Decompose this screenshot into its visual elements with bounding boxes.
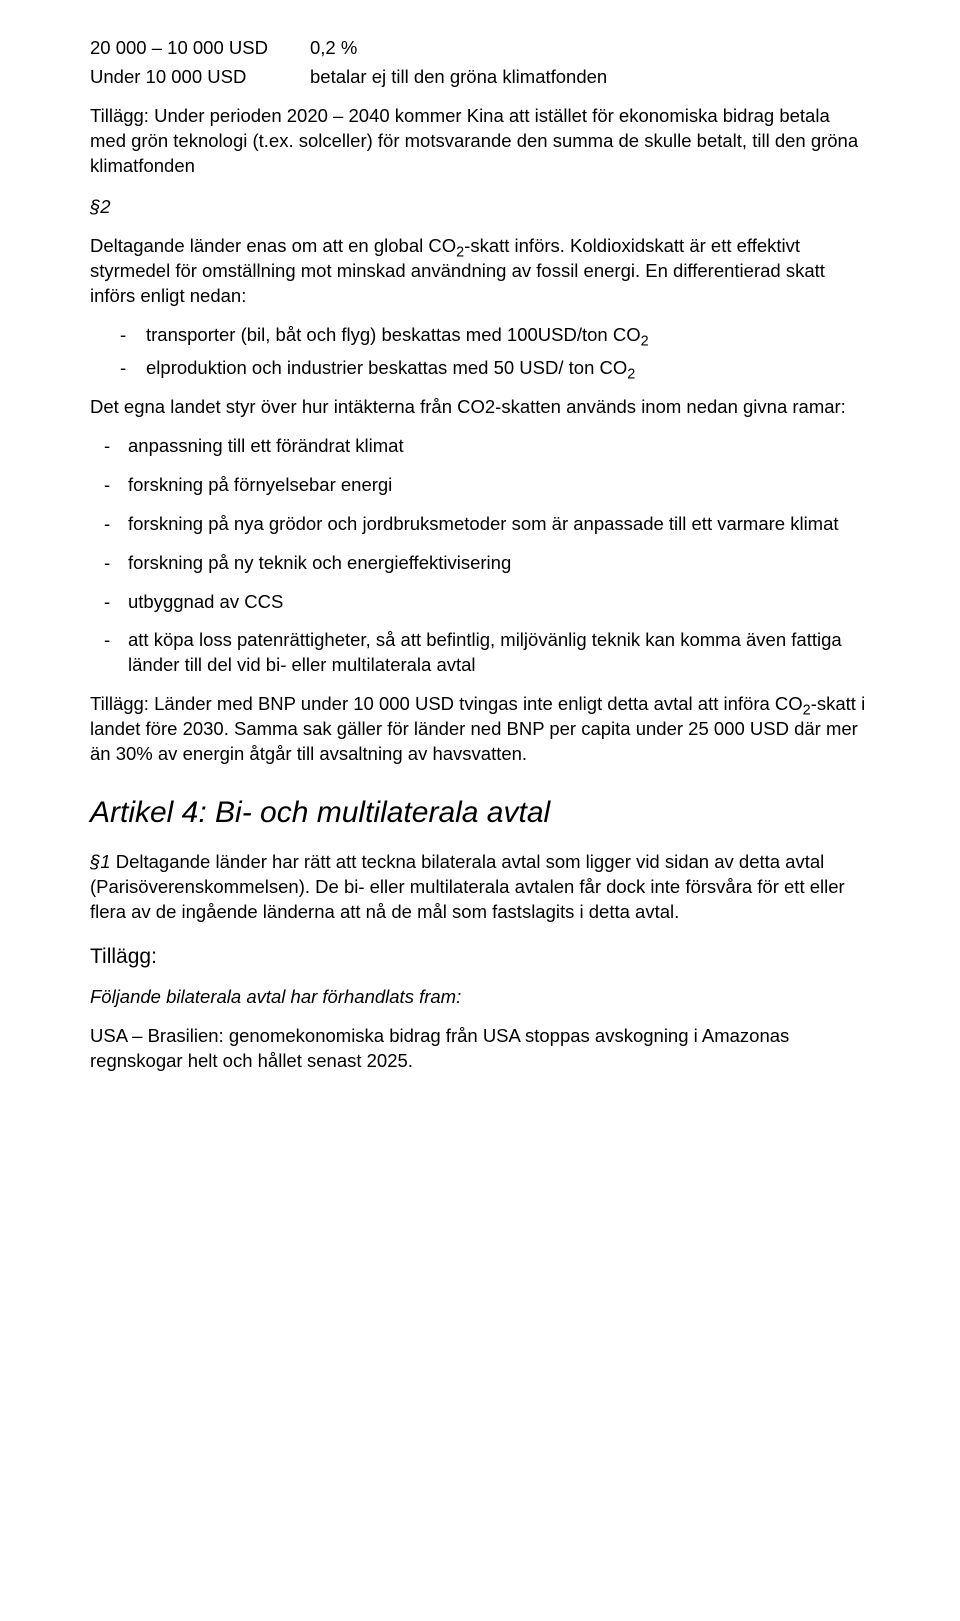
- addendum-paragraph: Tillägg: Länder med BNP under 10 000 USD…: [90, 692, 870, 767]
- list-item: forskning på ny teknik och energieffekti…: [90, 551, 870, 576]
- subscript: 2: [456, 245, 464, 261]
- bullet-list: anpassning till ett förändrat klimat for…: [90, 434, 870, 679]
- list-item: att köpa loss patenrättigheter, så att b…: [90, 628, 870, 678]
- subscript: 2: [627, 366, 635, 382]
- text-run: Deltagande länder enas om att en global …: [90, 235, 456, 256]
- subscript: 2: [641, 333, 649, 349]
- table-row: Under 10 000 USD betalar ej till den grö…: [90, 65, 870, 90]
- body-paragraph: §1 Deltagande länder har rätt att teckna…: [90, 850, 870, 925]
- section-label: §2: [90, 195, 870, 220]
- list-item: elproduktion och industrier beskattas me…: [90, 356, 870, 381]
- text-run: elproduktion och industrier beskattas me…: [146, 357, 627, 378]
- list-item: utbyggnad av CCS: [90, 590, 870, 615]
- addendum-paragraph: Tillägg: Under perioden 2020 – 2040 komm…: [90, 104, 870, 179]
- subscript: 2: [803, 703, 811, 719]
- table-cell: betalar ej till den gröna klimatfonden: [310, 65, 607, 90]
- body-paragraph: USA – Brasilien: genomekonomiska bidrag …: [90, 1024, 870, 1074]
- text-run: Deltagande länder har rätt att teckna bi…: [90, 851, 845, 922]
- body-paragraph: Deltagande länder enas om att en global …: [90, 234, 870, 309]
- list-item: anpassning till ett förändrat klimat: [90, 434, 870, 459]
- addendum-heading: Tillägg:: [90, 943, 870, 971]
- section-label-inline: §1: [90, 851, 111, 872]
- body-paragraph: Det egna landet styr över hur intäkterna…: [90, 395, 870, 420]
- table-cell: 20 000 – 10 000 USD: [90, 36, 310, 61]
- article-heading: Artikel 4: Bi- och multilaterala avtal: [90, 793, 870, 834]
- list-item: forskning på nya grödor och jordbruksmet…: [90, 512, 870, 537]
- text-run: Tillägg: Länder med BNP under 10 000 USD…: [90, 693, 803, 714]
- list-item: transporter (bil, båt och flyg) beskatta…: [90, 323, 870, 348]
- text-run: transporter (bil, båt och flyg) beskatta…: [146, 324, 641, 345]
- list-item: forskning på förnyelsebar energi: [90, 473, 870, 498]
- document-page: 20 000 – 10 000 USD 0,2 % Under 10 000 U…: [0, 0, 960, 1621]
- italic-paragraph: Följande bilaterala avtal har förhandlat…: [90, 985, 870, 1010]
- table-cell: Under 10 000 USD: [90, 65, 310, 90]
- bullet-list: transporter (bil, båt och flyg) beskatta…: [90, 323, 870, 381]
- table-row: 20 000 – 10 000 USD 0,2 %: [90, 36, 870, 61]
- table-cell: 0,2 %: [310, 36, 357, 61]
